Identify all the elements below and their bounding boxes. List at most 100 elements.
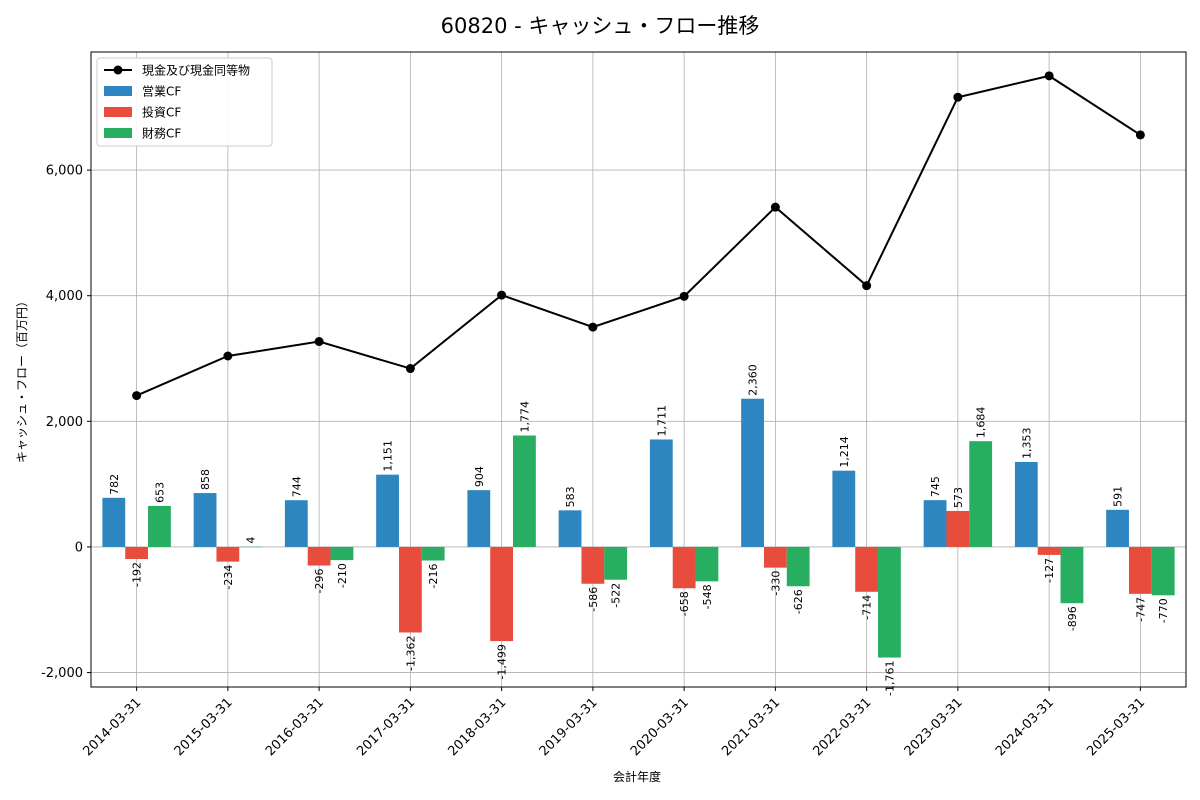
bar-value-label: -330 (769, 571, 782, 596)
bar-投資CF (946, 510, 970, 547)
cash-point (862, 281, 872, 291)
cash-point (588, 322, 598, 332)
cash-point (314, 337, 324, 347)
bar-value-label: -296 (313, 569, 326, 594)
bar-value-label: 1,774 (518, 401, 531, 433)
bar-営業CF (467, 490, 491, 547)
bar-営業CF (558, 510, 582, 547)
bar-投資CF (581, 546, 605, 584)
line-layer (132, 71, 1145, 401)
bar-財務CF (239, 546, 263, 548)
bar-value-label: -770 (1157, 598, 1170, 623)
bar-投資CF (307, 546, 331, 566)
bar-value-label: -626 (792, 589, 805, 614)
x-tick-label: 2019-03-31 (537, 695, 601, 759)
bar-営業CF (832, 470, 856, 547)
bar-財務CF (1151, 546, 1175, 596)
x-axis-title: 会計年度 (613, 769, 661, 784)
bar-財務CF (1060, 546, 1084, 604)
y-axis-title: キャッシュ・フロー（百万円） (15, 295, 29, 463)
x-axis-ticks: 2014-03-31 2015-03-31 2016-03-31 2017-03-31… (80, 687, 1148, 759)
x-tick-label: 2021-03-31 (719, 695, 783, 759)
cash-point (953, 92, 963, 102)
bar-投資CF (1037, 546, 1061, 555)
bar-value-label: -216 (427, 564, 440, 589)
x-tick-label: 2014-03-31 (80, 695, 144, 759)
x-tick-label: 2017-03-31 (354, 695, 418, 759)
cash-point (405, 364, 415, 374)
bar-投資CF (763, 546, 787, 568)
plot-frame (90, 51, 1187, 688)
bar-value-label: -522 (610, 583, 623, 608)
bar-value-label: -658 (678, 591, 691, 616)
bar-value-label: -714 (861, 595, 874, 620)
bar-value-label: 1,711 (655, 405, 668, 437)
x-tick-label: 2020-03-31 (628, 695, 692, 759)
bar-value-label: 2,360 (747, 364, 760, 396)
bar-財務CF (421, 546, 445, 561)
legend-swatch-財務CF (104, 128, 132, 138)
legend-label: 現金及び現金同等物 (142, 63, 250, 78)
legend-line-marker (113, 65, 123, 75)
cash-point (497, 290, 507, 300)
x-tick-label: 2023-03-31 (902, 695, 966, 759)
x-tick-label: 2015-03-31 (172, 695, 236, 759)
bar-value-label: -747 (1134, 597, 1147, 622)
legend-swatch-投資CF (104, 107, 132, 117)
bar-営業CF (649, 439, 673, 547)
grid-layer (91, 52, 1186, 687)
bar-value-label: 573 (952, 487, 965, 508)
y-tick-label: 4,000 (46, 289, 83, 304)
bar-value-label: 653 (153, 482, 166, 503)
bar-value-label: 1,214 (838, 436, 851, 468)
legend-swatch-営業CF (104, 86, 132, 96)
x-tick-label: 2024-03-31 (993, 695, 1057, 759)
bar-営業CF (741, 398, 764, 547)
bar-営業CF (193, 493, 217, 547)
x-tick-label: 2025-03-31 (1084, 695, 1148, 759)
bar-投資CF (855, 546, 879, 592)
bar-value-label: 1,151 (382, 440, 395, 472)
bar-value-label: 858 (199, 469, 212, 490)
bar-value-label: -1,362 (404, 635, 417, 670)
bar-value-label: -1,761 (883, 661, 896, 696)
bar-value-label: -1,499 (496, 644, 509, 679)
legend-label: 営業CF (142, 85, 181, 99)
bar-営業CF (102, 497, 126, 547)
y-tick-label: 2,000 (46, 415, 83, 430)
legend-box (96, 57, 273, 147)
bar-営業CF (1106, 509, 1129, 547)
bar-営業CF (1014, 461, 1038, 547)
cash-point (770, 202, 780, 212)
bar-value-label: 591 (1112, 486, 1125, 507)
bar-投資CF (125, 546, 149, 559)
bar-営業CF (284, 500, 308, 547)
bar-投資CF (490, 546, 514, 642)
bar-value-label: 744 (290, 476, 303, 497)
cash-point (132, 391, 142, 401)
legend-label: 財務CF (142, 126, 181, 141)
bar-value-label: 782 (108, 474, 121, 495)
bar-value-label: 904 (473, 466, 486, 487)
cash-point (679, 291, 689, 301)
bar-value-label: -896 (1066, 606, 1079, 631)
y-tick-label: -2,000 (41, 666, 83, 681)
bar-value-label: -548 (701, 584, 714, 609)
y-tick-label: 0 (75, 540, 83, 555)
bar-投資CF (216, 546, 240, 562)
bar-投資CF (398, 546, 422, 633)
bar-value-label: -210 (336, 563, 349, 588)
chart-title: 60820 - キャッシュ・フロー推移 (441, 14, 760, 38)
x-tick-label: 2022-03-31 (810, 695, 874, 759)
bar-投資CF (672, 546, 696, 589)
bar-value-label: 583 (564, 486, 577, 507)
bar-layer (102, 398, 1175, 658)
bar-財務CF (695, 546, 719, 582)
bar-value-label: 745 (929, 476, 942, 497)
cash-point (1044, 71, 1054, 81)
cash-point (223, 351, 233, 361)
bar-value-label: 1,353 (1020, 427, 1033, 459)
